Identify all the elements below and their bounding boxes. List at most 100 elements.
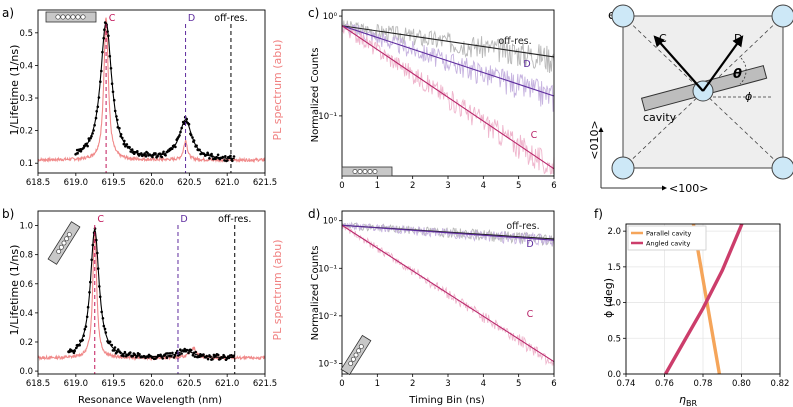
lifetime-data-point: [223, 355, 226, 358]
lifetime-data-point: [206, 152, 210, 156]
panel-b-plot: 618.5 619.0 619.5 620.0 620.5 621.0 621.5 0.0 0.…: [19, 210, 277, 389]
panel-a-plot: 618.5 619.0 619.5 620.0 620.5 621.0 621.5 0.1 0.…: [19, 9, 277, 188]
panel-d-label: d): [308, 207, 320, 221]
lifetime-data-point: [161, 357, 164, 360]
lifetime-data-point: [123, 350, 127, 354]
lifetime-data-point: [109, 67, 113, 70]
y-tick-label: 0.0: [19, 367, 33, 377]
atom-bottom-left: [611, 156, 635, 180]
panel-d: d) Normalized Counts Timing Bin (ns) 0 1 2…: [308, 207, 557, 406]
x-tick-label: 0.76: [655, 379, 674, 389]
lifetime-data-point: [110, 343, 114, 347]
lifetime-data-point: [84, 325, 88, 328]
lifetime-data-point: [187, 122, 191, 126]
lifetime-data-point: [202, 353, 205, 356]
panel-d-xlabel: Timing Bin (ns): [408, 395, 485, 406]
lifetime-data-point: [202, 152, 206, 155]
plot-frame: [37, 210, 266, 375]
lifetime-data-point: [89, 280, 92, 284]
lifetime-data-point: [94, 116, 98, 120]
x-tick-label: 4: [481, 181, 486, 191]
panel-a-ylabel-right: PL spectrum (abu): [271, 39, 284, 140]
lifetime-data-point: [221, 155, 225, 159]
lifetime-data-point: [119, 351, 122, 355]
resonance-marker-label: off-res.: [214, 13, 247, 24]
legend-label: Angled cavity: [646, 240, 690, 248]
lifetime-data-point: [108, 54, 112, 58]
pl-spectrum-line: [37, 227, 266, 362]
series-label: C: [531, 130, 538, 141]
lifetime-data-point: [198, 148, 201, 152]
lifetime-data-point: [113, 109, 117, 113]
lifetime-data-point: [182, 122, 186, 125]
lifetime-data-point: [88, 139, 91, 142]
lifetime-data-point: [194, 350, 197, 354]
lifetime-data-point: [82, 146, 85, 150]
lifetime-data-point: [143, 152, 146, 155]
plot-frame: [625, 223, 781, 375]
x-tick-label: 621.0: [215, 379, 239, 389]
lifetime-data-point: [183, 347, 186, 351]
label-d: D: [734, 32, 742, 45]
panel-c-label: c): [308, 6, 319, 20]
resonance-marker-label: C: [97, 214, 104, 225]
lifetime-data-point: [106, 30, 109, 33]
lifetime-data-point: [180, 126, 183, 130]
label-c: C: [659, 32, 667, 45]
series-label: C: [527, 309, 534, 320]
y-tick-label: 0.4: [19, 309, 33, 319]
lifetime-data-point: [76, 152, 79, 155]
panel-d-plot: 0 1 2 3 4 5 6 10⁰ 10⁻¹ 10⁻² 10⁻³ off-res. D C: [318, 210, 557, 389]
lifetime-data-point: [107, 34, 110, 38]
lifetime-data-point: [85, 142, 88, 146]
panel-c: c) Normalized Counts 0 1 2 3 4 5 6 10⁰ 10⁻¹ off-r…: [308, 6, 557, 191]
y-tick-label: 0.5: [19, 29, 33, 39]
x-tick-label: 5: [516, 181, 521, 191]
panel-f-label: f): [594, 207, 603, 221]
lifetime-data-point: [116, 118, 119, 122]
panel-a-label: a): [2, 6, 14, 20]
lifetime-data-point: [129, 351, 132, 354]
lifetime-data-point: [83, 327, 87, 331]
lifetime-data-point: [110, 82, 114, 85]
lifetime-data-point: [112, 98, 116, 102]
y-tick-label: 1.5: [607, 263, 621, 273]
x-tick-label: 618.5: [26, 379, 50, 389]
y-tick-label: 2.0: [607, 227, 621, 237]
lifetime-data-point: [192, 139, 196, 142]
panel-a: a) 1/Lifetime (1/ns) PL spectrum (abu) 6…: [2, 6, 284, 188]
x-tick-label: 619.5: [101, 379, 125, 389]
diagonal-lines: [622, 15, 784, 169]
lifetime-data-point: [74, 153, 77, 156]
lifetime-data-point: [144, 356, 147, 360]
lifetime-data-point: [173, 354, 177, 357]
lifetime-data-point: [189, 133, 193, 137]
lifetime-data-point: [115, 350, 119, 354]
lifetime-data-point: [118, 126, 121, 130]
lifetime-data-point: [224, 155, 227, 158]
lifetime-data-point: [131, 355, 134, 358]
lifetime-data-point: [101, 50, 104, 54]
panel-f-plot: 0.74 0.76 0.78 0.80 0.82 0.0 0.5 1.0 1.5 2.0 Paral…: [607, 223, 789, 389]
lifetime-data-point: [90, 134, 93, 138]
resonance-marker-label: C: [109, 13, 116, 24]
lifetime-data-point: [102, 324, 106, 328]
y-tick-label: 10⁻²: [318, 312, 337, 322]
lifetime-data-point: [210, 152, 213, 156]
resonance-marker-label: D: [188, 13, 195, 24]
x-tick-label: 2: [410, 181, 415, 191]
arrow-c: [653, 35, 704, 92]
panel-e: e) C D θ ϕ cavity <010> <100>: [588, 4, 793, 195]
y-tick-label: 1.0: [19, 222, 33, 232]
lifetime-data-point: [89, 136, 92, 140]
x-tick-label: 0.80: [732, 379, 751, 389]
legend-box: [627, 225, 707, 251]
x-tick-label: 3: [445, 181, 450, 191]
lifetime-data-point: [136, 354, 139, 358]
panel-b-xlabel: Resonance Wavelength (nm): [78, 395, 222, 406]
lifetime-data-point: [179, 130, 182, 134]
y-tick-label: 0.4: [19, 61, 33, 71]
lifetime-data-point: [91, 243, 95, 247]
lifetime-data-point: [86, 305, 90, 309]
